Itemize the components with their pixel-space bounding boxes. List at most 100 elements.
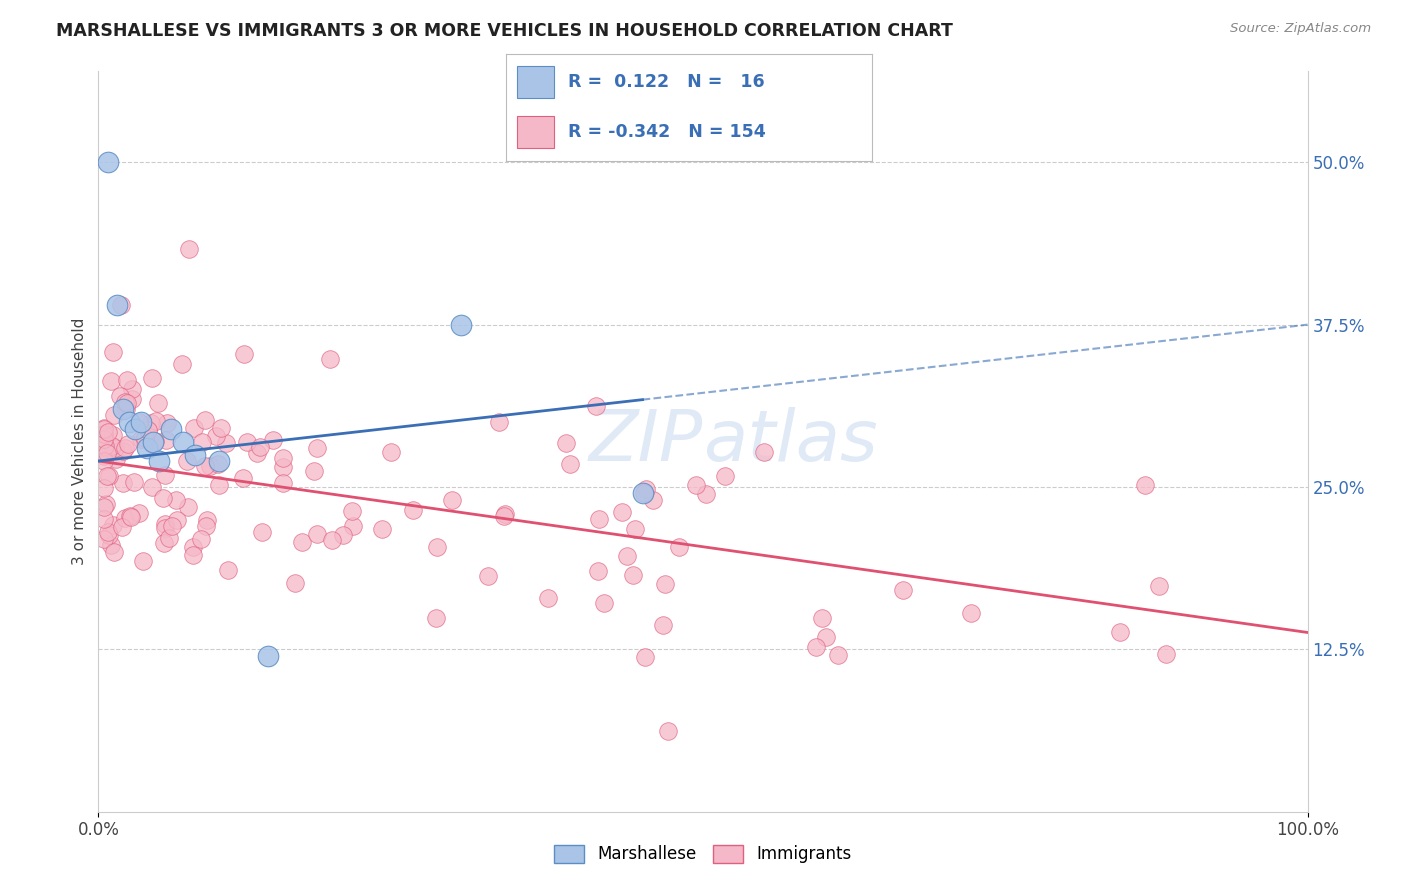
Point [319,351,342,366]
Point [494,507,516,521]
Point [194,459,217,474]
Point [114,394,136,409]
Point [120,508,142,523]
Point [190,532,212,546]
Point [93,512,115,526]
Point [93,427,115,442]
Point [170,357,193,371]
Point [112,476,135,491]
Point [695,486,717,500]
Point [101,428,124,442]
Point [1154,647,1177,661]
Point [184,448,207,462]
Point [249,440,271,454]
Point [93,454,115,468]
Point [94,497,117,511]
Point [97,425,120,440]
FancyBboxPatch shape [517,116,554,148]
Point [153,467,176,482]
Point [232,471,254,485]
Point [425,611,447,625]
Point [118,415,141,429]
Point [141,480,163,494]
Point [105,298,128,312]
Point [108,389,131,403]
Point [893,582,915,597]
Point [636,482,658,496]
Point [283,576,305,591]
Point [177,500,200,514]
Point [588,512,610,526]
Point [143,434,166,448]
Point [209,421,232,435]
Point [1135,478,1157,492]
Point [616,549,638,563]
Point [342,519,364,533]
Point [165,493,187,508]
Point [100,538,122,552]
Point [321,533,343,548]
Point [217,563,239,577]
Point [558,457,581,471]
Point [641,492,664,507]
Point [101,518,124,533]
Point [191,435,214,450]
Point [136,423,159,437]
Point [136,423,159,437]
Point [114,441,136,455]
Point [586,564,609,578]
Point [555,436,578,450]
Point [668,540,690,554]
Text: R =  0.122   N =   16: R = 0.122 N = 16 [568,73,765,91]
Point [207,458,229,472]
Point [441,493,464,508]
Point [1109,624,1132,639]
Point [117,437,139,451]
Point [183,421,205,435]
Point [160,421,183,435]
Point [305,441,328,455]
Point [100,374,122,388]
Point [960,606,983,620]
Point [139,416,162,430]
Point [101,439,124,453]
Point [124,421,146,435]
Point [752,445,775,459]
Point [103,545,125,559]
Point [129,432,152,446]
Point [621,568,644,582]
Point [302,464,325,478]
Point [122,475,145,489]
Point [141,437,163,451]
Point [177,242,200,256]
Point [380,445,402,459]
Point [134,431,156,445]
Point [305,526,328,541]
Point [115,396,138,410]
Point [93,532,115,546]
Point [585,399,607,413]
Point [194,413,217,427]
Point [166,513,188,527]
Point [97,524,120,539]
Point [93,449,115,463]
Y-axis label: 3 or more Vehicles in Household: 3 or more Vehicles in Household [72,318,87,566]
Point [195,513,218,527]
Point [176,454,198,468]
Point [98,527,121,541]
Text: Source: ZipAtlas.com: Source: ZipAtlas.com [1230,22,1371,36]
Point [262,433,284,447]
Point [492,508,515,523]
Point [208,477,231,491]
Point [488,415,510,429]
Point [450,318,472,332]
Point [685,478,707,492]
Point [96,469,118,483]
Point [115,373,138,387]
Point [827,648,849,662]
Text: R = -0.342   N = 154: R = -0.342 N = 154 [568,123,766,141]
Point [121,382,143,396]
Point [157,531,180,545]
Point [205,429,228,443]
Point [624,523,647,537]
